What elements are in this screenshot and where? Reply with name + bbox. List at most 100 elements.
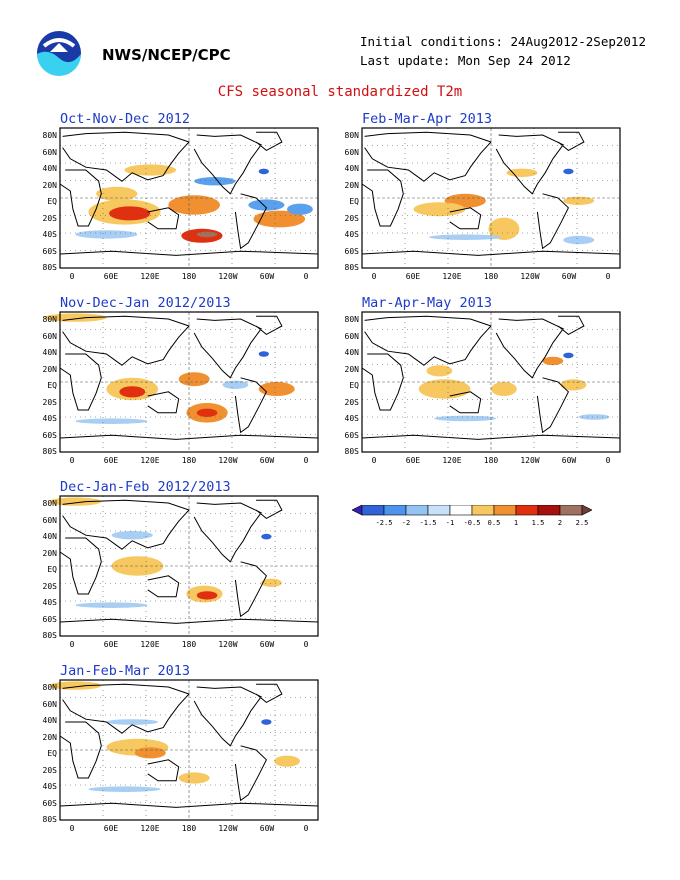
lat-tick-label: 20N — [344, 364, 359, 374]
lon-tick-label: 180 — [181, 456, 197, 465]
anomaly-region — [168, 195, 220, 215]
lat-tick-label: 80N — [42, 683, 57, 692]
lon-tick-label: 0 — [371, 456, 377, 465]
anomaly-region — [124, 164, 177, 176]
lat-tick-label: 40N — [344, 164, 359, 173]
coastline — [193, 502, 262, 563]
panel-title-ond: Oct-Nov-Dec 2012 — [60, 111, 191, 127]
colorbar-label: 2 — [558, 519, 562, 527]
lon-tick-label: 120W — [218, 824, 238, 833]
anomaly-region — [196, 591, 218, 600]
coastline — [59, 802, 319, 808]
lat-tick-label: 80N — [344, 131, 359, 140]
lat-tick-label: 40N — [42, 164, 57, 173]
lat-tick-label: EQ — [47, 749, 57, 758]
panel-title-djf: Dec-Jan-Feb 2012/2013 — [60, 479, 231, 495]
anomaly-region — [542, 356, 564, 366]
lat-tick-label: 20N — [42, 732, 57, 742]
lat-tick-label: 60N — [344, 331, 359, 341]
map-frame — [59, 495, 319, 637]
anomaly-region — [194, 177, 236, 186]
lat-tick-label: 60N — [344, 147, 359, 157]
lat-tick-label: 20S — [344, 397, 359, 407]
colorbar-segment — [351, 504, 363, 516]
lon-tick-label: 180 — [483, 456, 499, 465]
map-panel-mam: 80N 60N 40N 20N EQ 20S 40S 60S 80S 0 60E 120E 180 120… — [345, 311, 621, 465]
lat-tick-label: EQ — [349, 197, 359, 206]
colorbar-label: -1 — [446, 519, 454, 527]
lat-tick-label: 60S — [42, 614, 57, 624]
coastline — [193, 318, 262, 379]
colorbar-segment — [559, 504, 583, 516]
colorbar: -2.5 -2 -1.5 -1 -0.5 0.5 1 1.5 2 2.5 — [351, 504, 593, 533]
map-frame — [59, 311, 319, 453]
map-svg — [59, 127, 319, 269]
lon-tick-label: 60E — [103, 456, 119, 465]
lon-tick-label: 120E — [140, 640, 160, 649]
colorbar-svg: -2.5 -2 -1.5 -1 -0.5 0.5 1 1.5 2 2.5 — [351, 504, 593, 527]
lat-tick-label: 40S — [344, 414, 359, 423]
anomaly-region — [106, 719, 159, 725]
lon-tick-label: 0 — [605, 272, 611, 281]
coastline — [361, 434, 621, 440]
colorbar-label: -2.5 — [376, 519, 393, 527]
lat-tick-label: 20N — [42, 548, 57, 558]
panel-title-jfm: Jan-Feb-Mar 2013 — [60, 663, 191, 679]
lon-tick-label: 180 — [483, 272, 499, 281]
lon-tick-label: 180 — [181, 640, 197, 649]
lon-tick-label: 0 — [303, 824, 309, 833]
lon-tick-label: 60E — [405, 456, 421, 465]
lon-tick-label: 0 — [303, 456, 309, 465]
colorbar-segment — [581, 504, 593, 516]
lat-tick-label: 80N — [344, 315, 359, 324]
lon-tick-label: 120E — [140, 824, 160, 833]
colorbar-label: -2 — [402, 519, 410, 527]
coastline — [193, 134, 262, 195]
lon-tick-label: 120E — [140, 272, 160, 281]
map-svg — [49, 679, 319, 821]
coastline — [59, 353, 102, 411]
anomaly-region — [258, 351, 269, 357]
colorbar-label: 0.5 — [488, 519, 501, 527]
colorbar-label: 2.5 — [576, 519, 589, 527]
lat-tick-label: 60N — [42, 147, 57, 157]
lat-tick-label: 20N — [344, 180, 359, 190]
coastline — [59, 169, 102, 227]
coastline — [59, 537, 102, 595]
colorbar-segment — [405, 504, 429, 516]
anomaly-region — [258, 382, 295, 396]
lon-tick-label: 180 — [181, 272, 197, 281]
lat-tick-label: 80S — [42, 815, 57, 824]
coastline — [59, 250, 319, 256]
anomaly-region — [274, 755, 300, 767]
lon-tick-label: 120W — [218, 456, 238, 465]
lat-tick-label: 60S — [344, 246, 359, 256]
lon-tick-label: 0 — [303, 640, 309, 649]
anomaly-region — [506, 168, 538, 177]
lon-tick-label: 180 — [181, 824, 197, 833]
lat-tick-label: 40S — [42, 782, 57, 791]
coastline — [147, 391, 180, 414]
coastline — [361, 169, 404, 227]
anomaly-region — [109, 206, 151, 221]
lat-tick-label: 40N — [42, 348, 57, 357]
lon-tick-label: 120E — [442, 456, 462, 465]
map-panel-ond: 80N 60N 40N 20N EQ 20S 40S 60S 80S 0 60E 120E 180 120… — [43, 127, 319, 281]
map-svg — [49, 495, 319, 637]
anomaly-region — [222, 380, 249, 389]
coastline — [361, 353, 404, 411]
anomaly-region — [75, 230, 138, 239]
lat-tick-label: 40N — [42, 716, 57, 725]
map-svg — [361, 311, 621, 453]
anomaly-region — [178, 772, 210, 784]
lat-tick-label: 60N — [42, 515, 57, 525]
coastline — [255, 683, 283, 703]
lon-tick-label: 0 — [69, 272, 75, 281]
lat-tick-label: 40S — [42, 598, 57, 607]
map-svg — [44, 311, 319, 453]
lat-tick-label: 20N — [42, 180, 57, 190]
coastline — [147, 575, 180, 598]
coastline — [364, 315, 492, 366]
lat-tick-label: 20S — [42, 397, 57, 407]
map-frame — [59, 127, 319, 269]
